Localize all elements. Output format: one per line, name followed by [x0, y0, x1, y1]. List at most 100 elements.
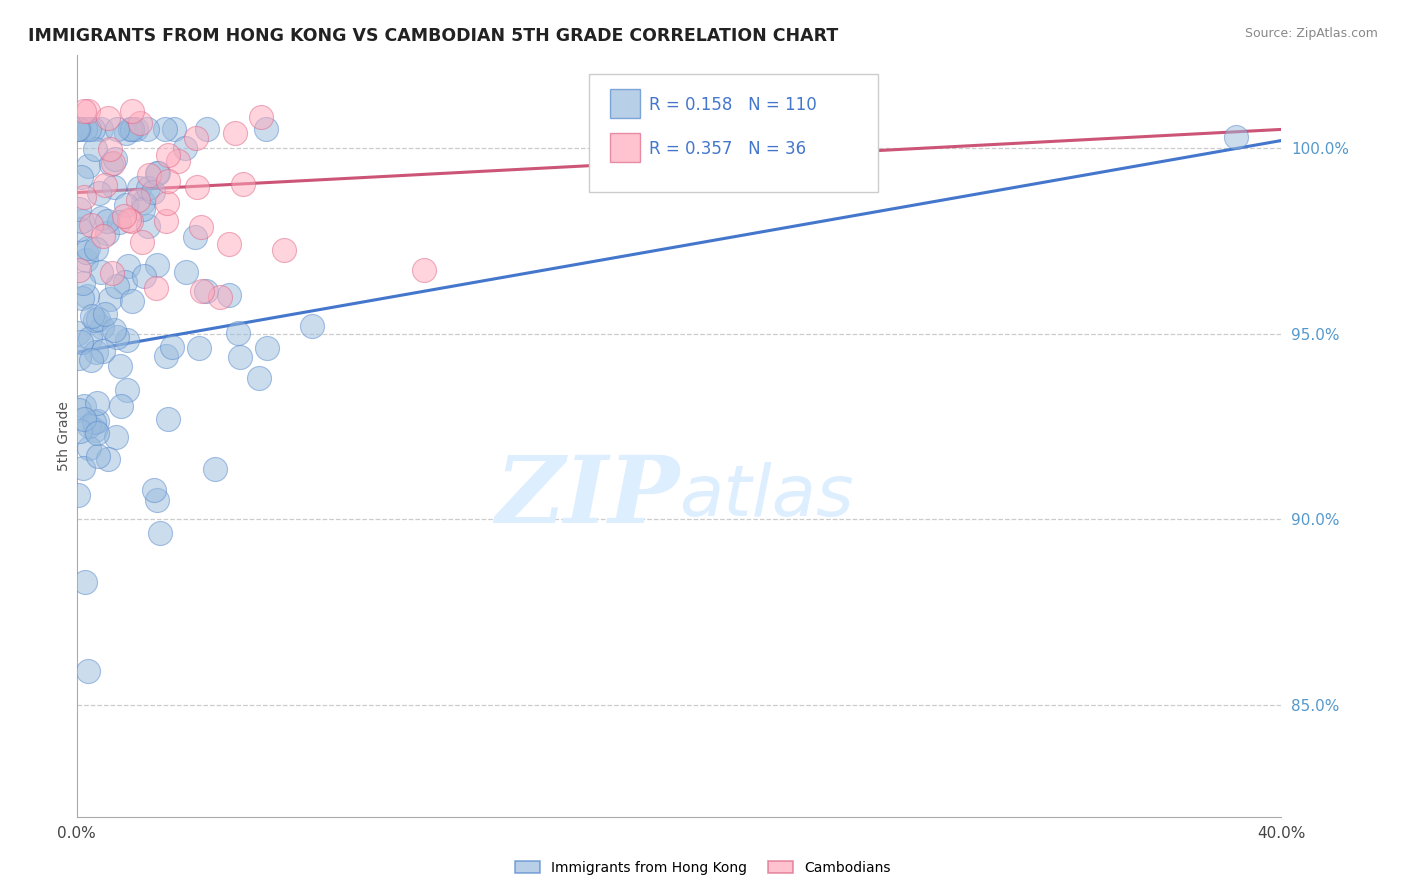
- Point: [96, 213, 118, 227]
- Point: [86, 414, 108, 428]
- Point: [67, 488, 90, 502]
- Point: [204, 462, 226, 476]
- FancyBboxPatch shape: [610, 89, 640, 119]
- Point: [145, 280, 167, 294]
- Point: [117, 383, 139, 397]
- Point: [145, 258, 167, 272]
- Point: [256, 342, 278, 356]
- Point: [194, 284, 217, 298]
- Point: [75, 253, 97, 268]
- Point: [162, 340, 184, 354]
- Point: [115, 126, 138, 140]
- Point: [75, 245, 97, 260]
- Point: [187, 341, 209, 355]
- Point: [103, 323, 125, 337]
- Point: [66, 326, 89, 340]
- Point: [145, 165, 167, 179]
- Point: [104, 152, 127, 166]
- Point: [249, 111, 271, 125]
- Point: [174, 265, 197, 279]
- Point: [103, 156, 125, 170]
- Point: [105, 330, 128, 344]
- Point: [72, 291, 94, 305]
- Point: [127, 193, 149, 207]
- Point: [91, 319, 114, 334]
- Point: [86, 425, 108, 440]
- Point: [67, 122, 90, 136]
- Point: [72, 277, 94, 291]
- Point: [72, 461, 94, 475]
- Point: [73, 190, 96, 204]
- Text: atlas: atlas: [679, 462, 853, 532]
- Point: [121, 294, 143, 309]
- Point: [124, 122, 146, 136]
- Point: [209, 290, 232, 304]
- Text: ZIP: ZIP: [495, 451, 679, 541]
- Point: [115, 333, 138, 347]
- Point: [229, 350, 252, 364]
- Point: [156, 147, 179, 161]
- Point: [195, 122, 218, 136]
- Point: [108, 215, 131, 229]
- Point: [100, 157, 122, 171]
- Point: [76, 159, 98, 173]
- Point: [79, 331, 101, 345]
- Point: [184, 229, 207, 244]
- Point: [273, 243, 295, 257]
- Point: [96, 226, 118, 240]
- Point: [86, 345, 108, 359]
- Point: [117, 259, 139, 273]
- Point: [83, 142, 105, 156]
- Point: [132, 194, 155, 209]
- Point: [226, 326, 249, 340]
- Point: [129, 115, 152, 129]
- Point: [69, 122, 91, 136]
- Point: [149, 525, 172, 540]
- FancyBboxPatch shape: [589, 74, 877, 192]
- Point: [412, 262, 434, 277]
- Point: [83, 415, 105, 429]
- Point: [67, 351, 90, 365]
- Point: [143, 483, 166, 497]
- Point: [73, 399, 96, 413]
- Point: [136, 219, 159, 233]
- Point: [134, 268, 156, 283]
- Point: [146, 166, 169, 180]
- Point: [67, 402, 90, 417]
- Point: [87, 449, 110, 463]
- Point: [77, 418, 100, 433]
- Y-axis label: 5th Grade: 5th Grade: [58, 401, 72, 471]
- Point: [108, 359, 131, 374]
- Point: [70, 335, 93, 350]
- Point: [69, 425, 91, 439]
- Point: [254, 122, 277, 136]
- Text: IMMIGRANTS FROM HONG KONG VS CAMBODIAN 5TH GRADE CORRELATION CHART: IMMIGRANTS FROM HONG KONG VS CAMBODIAN 5…: [28, 27, 838, 45]
- FancyBboxPatch shape: [610, 133, 640, 161]
- Point: [173, 141, 195, 155]
- Point: [73, 103, 96, 118]
- Point: [70, 169, 93, 184]
- Point: [155, 349, 177, 363]
- Point: [121, 103, 143, 118]
- Point: [136, 181, 159, 195]
- Point: [90, 122, 112, 136]
- Point: [105, 278, 128, 293]
- Point: [301, 318, 323, 333]
- Point: [87, 312, 110, 326]
- Point: [94, 307, 117, 321]
- Point: [190, 219, 212, 234]
- Text: R = 0.158   N = 110: R = 0.158 N = 110: [648, 95, 817, 113]
- Legend: Immigrants from Hong Kong, Cambodians: Immigrants from Hong Kong, Cambodians: [509, 855, 897, 880]
- Point: [146, 492, 169, 507]
- Point: [69, 222, 91, 236]
- Point: [120, 214, 142, 228]
- Point: [156, 174, 179, 188]
- Point: [98, 292, 121, 306]
- Point: [104, 430, 127, 444]
- Point: [73, 122, 96, 136]
- Point: [114, 275, 136, 289]
- Point: [82, 309, 104, 323]
- Point: [84, 313, 107, 327]
- Point: [157, 412, 180, 426]
- Point: [153, 122, 176, 136]
